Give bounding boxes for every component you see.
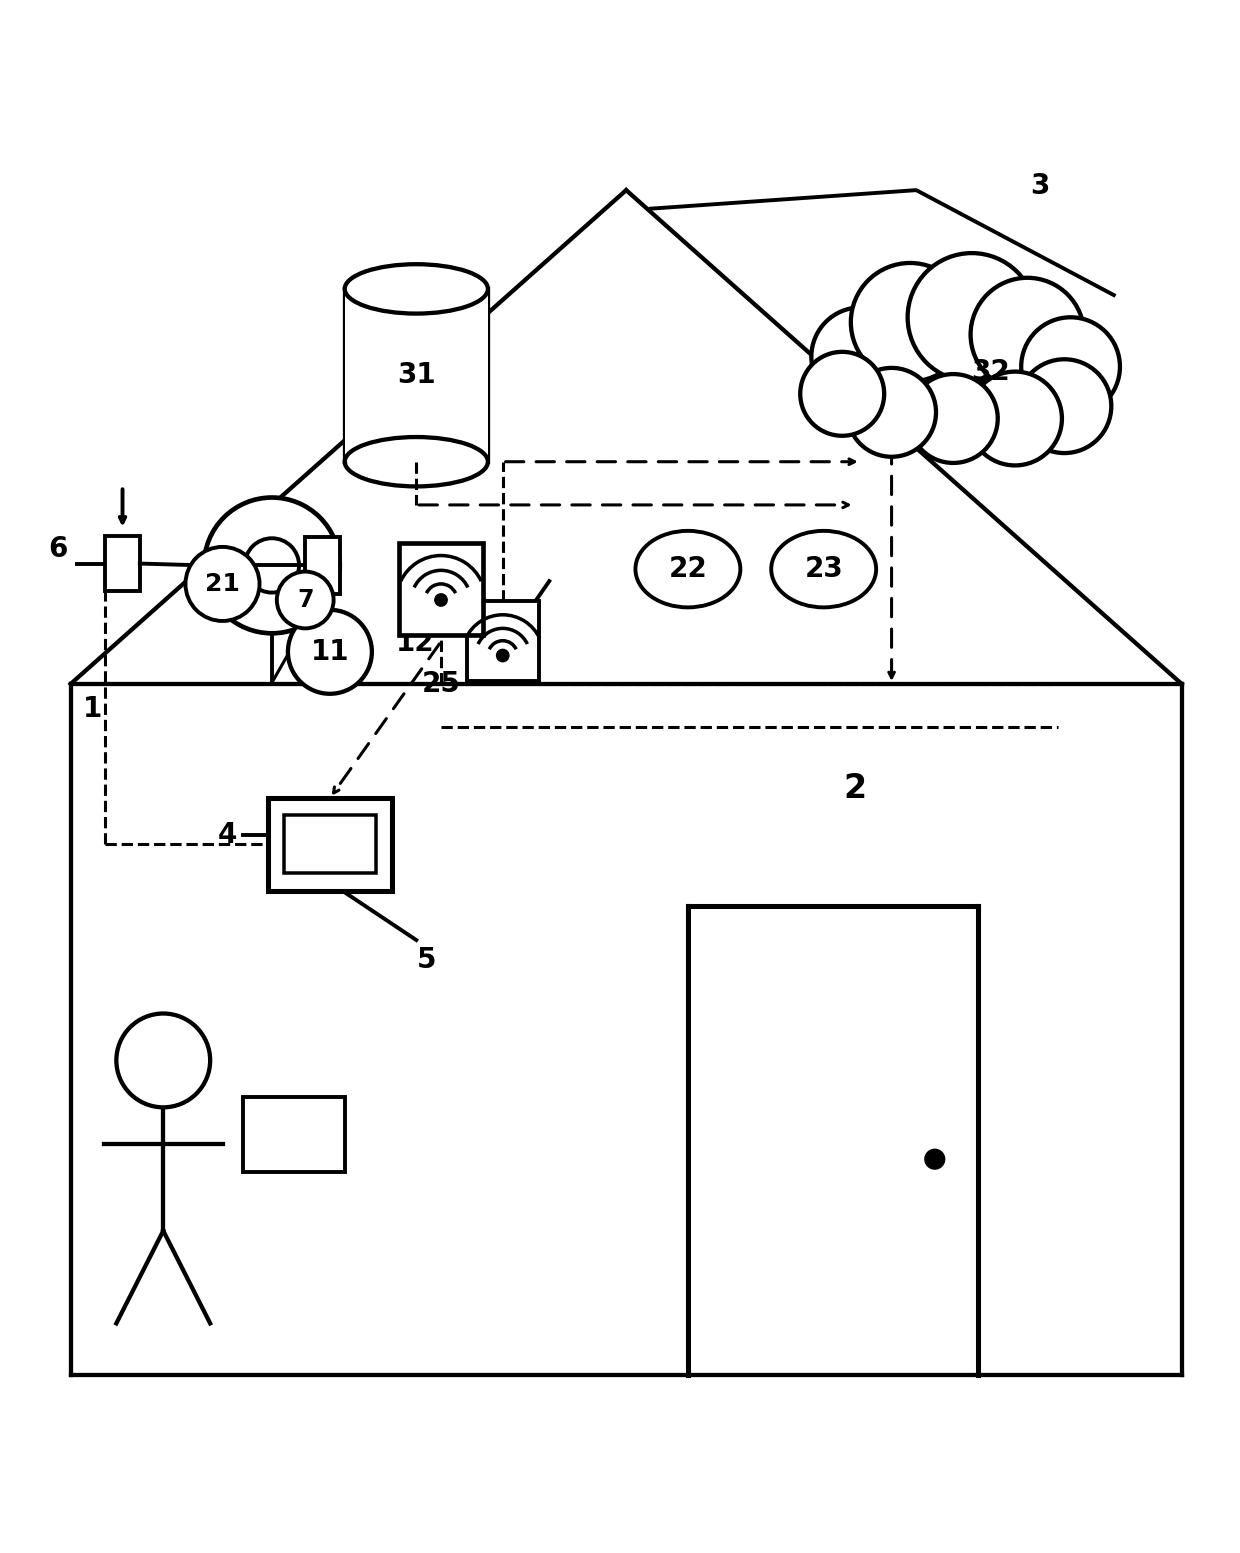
Circle shape — [908, 253, 1035, 382]
Ellipse shape — [345, 264, 487, 314]
Circle shape — [811, 307, 910, 407]
Text: 22: 22 — [668, 554, 707, 582]
Circle shape — [800, 353, 884, 436]
Bar — [399, 544, 482, 635]
Circle shape — [435, 593, 448, 606]
Bar — [284, 815, 376, 873]
Circle shape — [971, 278, 1084, 391]
Circle shape — [205, 497, 340, 634]
Text: 11: 11 — [311, 638, 350, 666]
Circle shape — [186, 547, 259, 621]
Circle shape — [851, 262, 970, 382]
Text: 23: 23 — [805, 554, 843, 582]
Circle shape — [277, 572, 334, 629]
Text: 4: 4 — [218, 820, 237, 848]
Circle shape — [1018, 359, 1111, 453]
Bar — [467, 601, 538, 682]
Ellipse shape — [771, 531, 877, 607]
Circle shape — [909, 374, 998, 463]
Text: 24: 24 — [275, 1120, 314, 1149]
Bar — [105, 536, 140, 592]
Text: 7: 7 — [296, 589, 314, 612]
Bar — [243, 1098, 345, 1171]
Text: 3: 3 — [1030, 172, 1049, 200]
Text: 2: 2 — [843, 772, 866, 806]
Text: 32: 32 — [971, 357, 1009, 385]
Text: 1: 1 — [83, 694, 103, 722]
Circle shape — [968, 371, 1061, 466]
Circle shape — [496, 649, 508, 662]
Text: 12: 12 — [397, 629, 435, 657]
Circle shape — [244, 539, 299, 593]
Bar — [268, 798, 392, 891]
Circle shape — [847, 368, 936, 457]
Circle shape — [117, 1014, 210, 1107]
Circle shape — [1022, 317, 1120, 416]
Text: 31: 31 — [397, 362, 435, 390]
Text: 5: 5 — [417, 946, 435, 974]
Text: 25: 25 — [422, 669, 460, 697]
Ellipse shape — [635, 531, 740, 607]
Bar — [305, 537, 340, 593]
Text: 21: 21 — [205, 572, 241, 596]
Circle shape — [288, 610, 372, 694]
Bar — [345, 289, 487, 461]
Circle shape — [925, 1149, 945, 1169]
Text: 6: 6 — [48, 534, 68, 562]
